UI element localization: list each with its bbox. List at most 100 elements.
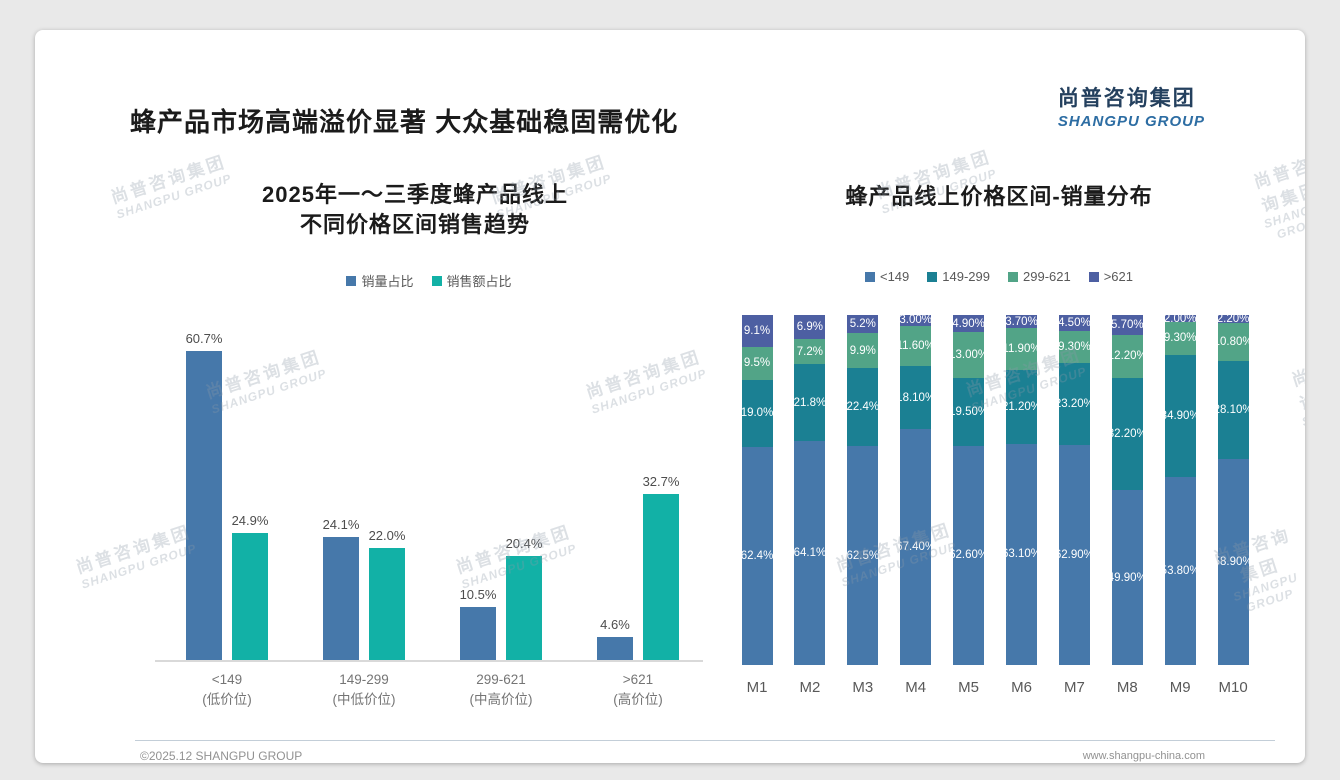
x-axis-label: M2 [799, 679, 821, 696]
segment-299-621: 11.60% [897, 325, 935, 367]
segment->621: 3.00% [899, 314, 932, 327]
category-label: >621 (高价位) [613, 672, 663, 708]
segment->621: 3.70% [1005, 315, 1038, 328]
segment-149-299: 22.4% [846, 367, 880, 447]
segment-value-label: 3.00% [899, 314, 932, 327]
bar-value-label: 60.7% [185, 331, 223, 346]
segment-value-label: 18.10% [896, 391, 936, 404]
segment-149-299: 19.0% [740, 380, 774, 447]
x-axis-label: M8 [1116, 679, 1138, 696]
segment-value-label: 28.10% [1213, 403, 1253, 416]
stacked-bar-M8: 49.90% 32.20% 12.20% 5.70% [1108, 315, 1147, 665]
segment-value-label: 12.20% [1107, 350, 1147, 363]
segment-149-299: 28.10% [1214, 360, 1253, 459]
segment-149-299: 32.20% [1108, 377, 1147, 491]
segment-value-label: 11.90% [1002, 342, 1041, 355]
bar-销量占比->621 [597, 637, 633, 660]
logo-en-text: SHANGPU GROUP [1057, 113, 1205, 130]
segment-value-label: 9.30% [1058, 341, 1091, 354]
right-chart-legend: <149 149-299 299-621 >621 [729, 269, 1269, 284]
segment-value-label: 53.80% [1160, 564, 1200, 577]
segment-value-label: 2.20% [1216, 312, 1250, 325]
segment-299-621: 9.30% [1164, 322, 1196, 355]
legend-swatch-icon [346, 275, 357, 286]
category-label: 299-621 (中高价位) [469, 672, 533, 708]
segment-value-label: 63.10% [1001, 548, 1042, 561]
x-axis-label: M4 [905, 679, 927, 696]
segment-<149: 53.80% [1161, 476, 1200, 665]
legend-label: 销售额占比 [446, 274, 512, 289]
left-chart-legend: 销量占比 销售额占比 [155, 271, 703, 290]
segment-value-label: 11.60% [896, 339, 935, 352]
x-axis-label: M9 [1169, 679, 1191, 696]
footer-website: www.shangpu-china.com [1082, 750, 1205, 762]
x-axis-label: M10 [1218, 679, 1248, 696]
segment-value-label: 4.90% [952, 317, 985, 330]
segment->621: 2.20% [1216, 312, 1250, 325]
segment-value-label: 22.4% [846, 401, 880, 414]
stacked-bar-M3: 62.5% 22.4% 9.9% 5.2% [846, 315, 880, 665]
slide-card: 蜂产品市场高端溢价显著 大众基础稳固需优化 尚普咨询集团 SHANGPU GRO… [35, 30, 1305, 763]
segment-value-label: 4.50% [1058, 316, 1091, 329]
segment->621: 9.1% [741, 315, 773, 347]
segment-<149: 62.90% [1055, 444, 1094, 665]
segment-value-label: 3.70% [1005, 315, 1038, 328]
segment-value-label: 9.9% [849, 344, 876, 357]
x-axis-label: M3 [852, 679, 874, 696]
bar-value-label: 22.0% [368, 528, 406, 543]
x-axis-label: M6 [1011, 679, 1032, 696]
stacked-bar-M2: 64.1% 21.8% 7.2% 6.9% [793, 315, 827, 665]
segment-299-621: 7.2% [794, 339, 826, 365]
right-chart-title: 蜂产品线上价格区间-销量分布 [845, 184, 1153, 209]
segment-value-label: 23.20% [1054, 398, 1094, 411]
stacked-bar-M7: 62.90% 23.20% 9.30% 4.50% [1055, 314, 1094, 665]
segment-value-label: 6.9% [796, 321, 823, 334]
segment-value-label: 67.40% [896, 541, 936, 554]
legend-label: 销量占比 [361, 274, 414, 289]
segment-<149: 63.10% [1002, 443, 1041, 665]
segment-<149: 49.90% [1108, 490, 1147, 665]
x-axis-label: M5 [958, 679, 980, 696]
left-chart-title-line2: 不同价格区间销售趋势 [299, 211, 530, 237]
segment-value-label: 7.2% [796, 345, 823, 358]
segment-value-label: 9.1% [743, 324, 771, 337]
company-logo: 尚普咨询集团 SHANGPU GROUP [1058, 82, 1205, 130]
segment-value-label: 2.00% [1163, 312, 1197, 325]
legend-label: >621 [1103, 269, 1134, 284]
segment-value-label: 19.50% [949, 405, 989, 418]
bar-销售额占比->621 [643, 494, 679, 660]
stacked-bar-M6: 63.10% 21.20% 11.90% 3.70% [1002, 315, 1041, 665]
category-label: 149-299 (中低价位) [332, 672, 396, 708]
segment-value-label: 5.70% [1110, 318, 1144, 331]
segment-149-299: 34.90% [1161, 354, 1200, 477]
segment-value-label: 62.5% [846, 549, 880, 562]
legend-swatch-icon [864, 271, 875, 282]
page-title: 蜂产品市场高端溢价显著 大众基础稳固需优化 [130, 107, 679, 137]
bar-value-label: 24.9% [231, 513, 269, 528]
segment-value-label: 58.90% [1213, 555, 1253, 568]
segment-value-label: 13.00% [949, 348, 989, 361]
segment->621: 4.90% [952, 315, 985, 333]
segment-<149: 62.4% [741, 446, 773, 665]
legend-item: >621 [1088, 269, 1134, 284]
segment-value-label: 34.90% [1160, 409, 1200, 422]
bar-value-label: 24.1% [322, 517, 360, 532]
segment->621: 4.50% [1058, 314, 1091, 331]
segment-value-label: 19.0% [740, 407, 774, 420]
segment-value-label: 49.90% [1107, 571, 1147, 584]
segment-value-label: 64.1% [793, 546, 827, 559]
footer-copyright: ©2025.12 SHANGPU GROUP [140, 749, 303, 763]
legend-swatch-icon [431, 275, 442, 286]
segment-149-299: 19.50% [949, 377, 988, 446]
segment->621: 5.2% [847, 315, 879, 334]
legend-item: <149 [864, 269, 909, 284]
segment-149-299: 23.20% [1055, 363, 1094, 445]
bar-销售额占比-149-299 [369, 548, 405, 660]
segment-299-621: 10.80% [1214, 322, 1253, 361]
segment-149-299: 21.8% [794, 364, 826, 441]
bar-销量占比-299-621 [460, 607, 496, 660]
segment-299-621: 11.90% [1002, 328, 1041, 370]
legend-swatch-icon [1008, 271, 1018, 282]
stacked-bar-M9: 53.80% 34.90% 9.30% 2.00% [1161, 312, 1200, 665]
